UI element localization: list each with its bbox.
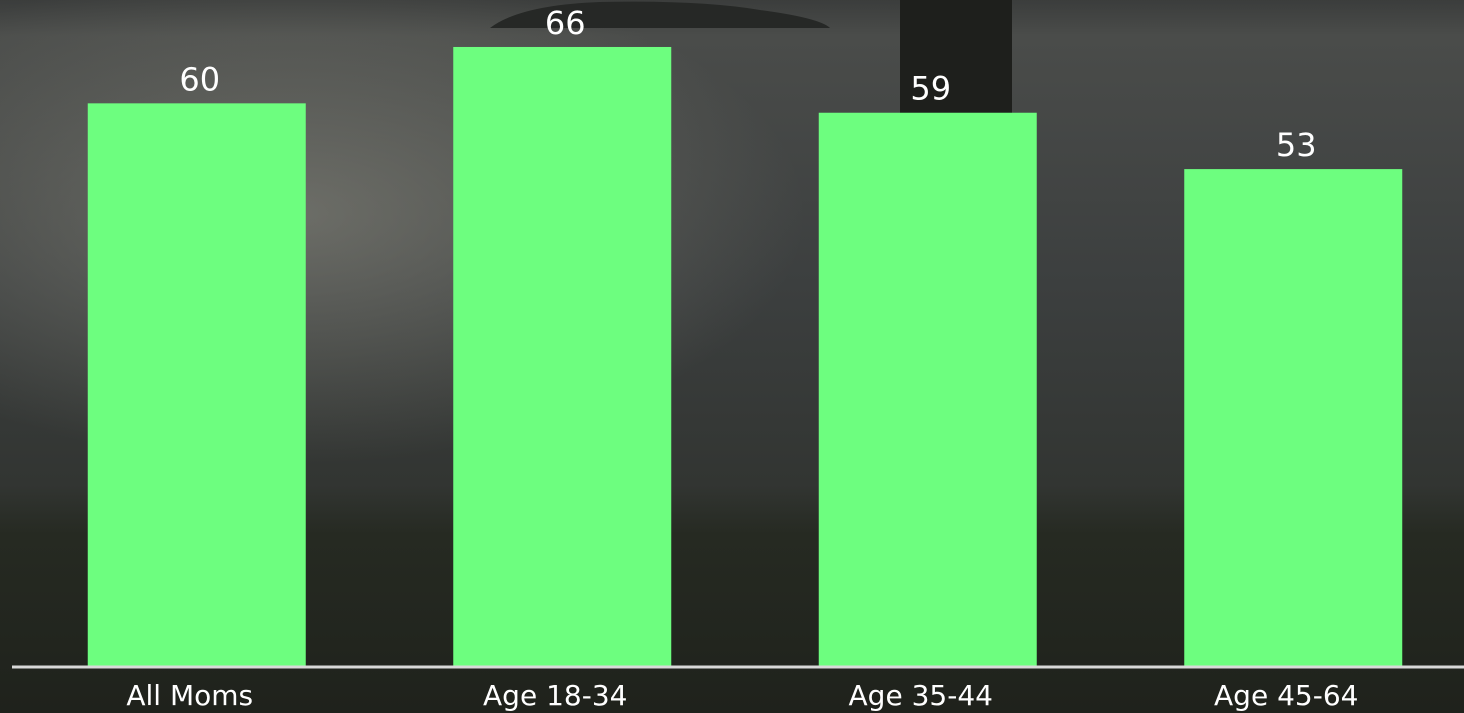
x-tick-label: Age 45-64 bbox=[1214, 679, 1358, 712]
value-label: 66 bbox=[545, 4, 586, 42]
bar bbox=[818, 112, 1037, 667]
bar bbox=[87, 103, 306, 668]
x-tick-label: All Moms bbox=[126, 679, 253, 712]
plot-area: 60 All Moms 66 Age 18-34 59 Age 35-44 53 Age 45… bbox=[87, 4, 1403, 712]
x-tick-label: Age 18-34 bbox=[483, 679, 627, 712]
value-label: 53 bbox=[1276, 126, 1317, 164]
value-label: 60 bbox=[179, 60, 220, 98]
island bbox=[490, 1, 830, 29]
value-label: 59 bbox=[910, 70, 951, 108]
bar bbox=[1184, 169, 1403, 668]
tree-trunk bbox=[900, 0, 1012, 115]
x-tick-label: Age 35-44 bbox=[849, 679, 993, 712]
bar bbox=[453, 46, 672, 668]
